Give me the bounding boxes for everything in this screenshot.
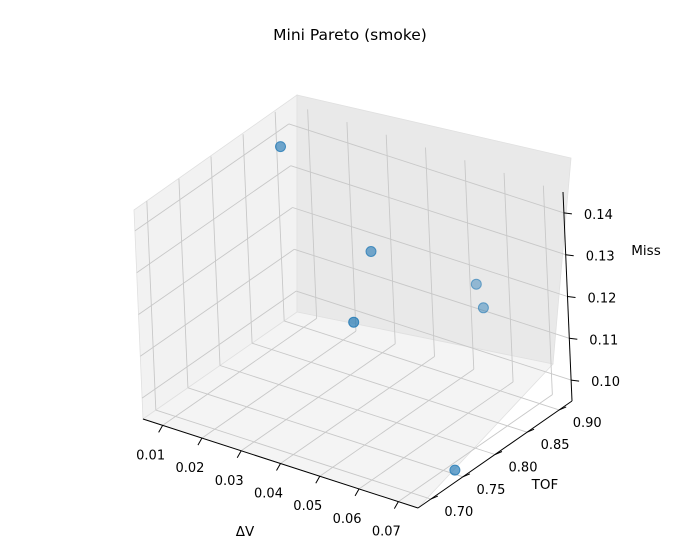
- y-tick-label-3: 0.85: [541, 438, 570, 453]
- z-tick-label-3: 0.13: [586, 250, 615, 265]
- y-tick-label-0: 0.70: [444, 505, 473, 520]
- z-tick-label-1: 0.11: [589, 333, 618, 348]
- z-tick-mark-2: [567, 296, 576, 298]
- grid-lines: [134, 109, 572, 503]
- y-grid-floor-2: [219, 365, 496, 455]
- x-tick-mark-4: [315, 475, 321, 484]
- y-grid-floor-3: [251, 342, 528, 433]
- x-tick-label-6: 0.07: [372, 525, 401, 540]
- z-tick-mark-4: [563, 212, 572, 215]
- x-tick-label-1: 0.02: [175, 461, 204, 476]
- x-tick-label-2: 0.03: [215, 474, 244, 489]
- y-axis-line: [417, 400, 573, 509]
- z-grid-left-3: [136, 165, 291, 274]
- x-tick-mark-5: [354, 488, 360, 497]
- z-axis-line: [562, 191, 573, 402]
- z-grid-left-4: [134, 123, 290, 232]
- z-grid-left-1: [140, 248, 295, 357]
- x-tick-mark-2: [236, 450, 242, 459]
- z-tick-mark-1: [569, 337, 578, 340]
- x-tick-label-3: 0.04: [254, 487, 283, 502]
- y-grid-floor-0: [155, 409, 431, 500]
- x-tick-label-0: 0.01: [136, 448, 165, 463]
- z-tick-label-4: 0.14: [584, 208, 613, 223]
- x-axis-line: [142, 418, 419, 509]
- data-point-1: [365, 246, 377, 257]
- z-grid-back-1: [294, 248, 570, 339]
- z-axis-label: Miss: [631, 243, 660, 259]
- z-grid-left-0: [141, 290, 297, 399]
- x-tick-mark-6: [393, 501, 399, 509]
- x-tick-label-5: 0.06: [333, 512, 362, 527]
- y-tick-label-1: 0.75: [476, 483, 505, 498]
- data-point-5: [449, 464, 461, 476]
- data-point-3: [470, 278, 482, 290]
- data-point-2: [348, 316, 360, 328]
- y-axis-label: TOF: [531, 477, 559, 493]
- data-points: [275, 141, 489, 476]
- x-tick-mark-3: [276, 463, 281, 471]
- tick-labels: 0.01 0.02 0.03 0.04 0.05 0.06 0.07 0.700.75 0.80…: [136, 208, 620, 540]
- x-tick-label-4: 0.05: [293, 499, 322, 514]
- y-tick-label-4: 0.90: [573, 416, 602, 431]
- z-tick-mark-0: [571, 379, 580, 382]
- y-tick-label-2: 0.80: [509, 461, 538, 476]
- z-grid-back-0: [295, 290, 572, 381]
- chart-title: Mini Pareto (smoke): [273, 26, 427, 44]
- axis-lines: [142, 191, 580, 509]
- y-grid-floor-4: [284, 320, 560, 411]
- z-tick-label-0: 0.10: [591, 375, 620, 390]
- x-tick-mark-0: [158, 425, 164, 433]
- x-tick-mark-1: [197, 437, 203, 446]
- data-point-0: [275, 141, 286, 153]
- z-grid-back-3: [290, 165, 566, 256]
- x-axis-label: ΔV: [236, 524, 255, 540]
- z-tick-mark-3: [565, 254, 574, 257]
- z-grid-left-2: [138, 207, 293, 315]
- data-point-4: [477, 302, 489, 314]
- z-grid-back-2: [292, 207, 568, 297]
- y-grid-floor-1: [187, 387, 464, 478]
- z-grid-back-4: [288, 123, 565, 214]
- z-tick-label-2: 0.12: [588, 292, 617, 307]
